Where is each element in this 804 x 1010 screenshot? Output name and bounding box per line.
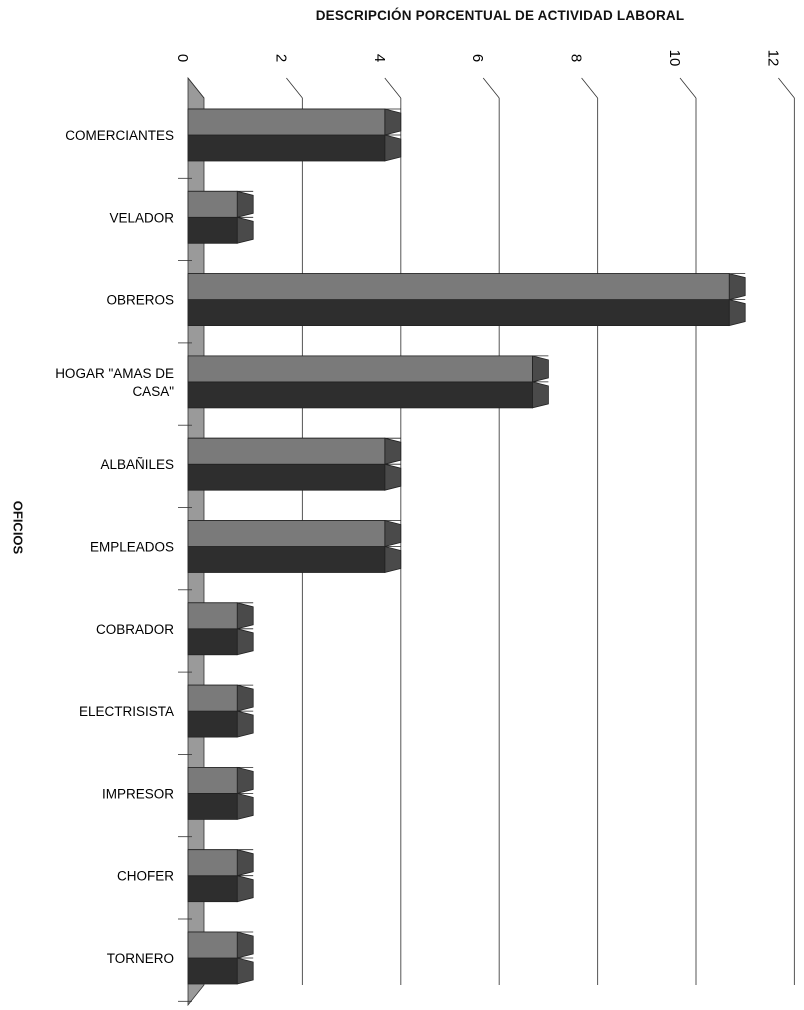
bar-series1 (187, 684, 238, 712)
x-tick-label: 8 (568, 54, 585, 62)
x-tick-mark (482, 77, 500, 99)
category-label: CASA" (132, 384, 174, 399)
bar-series2-side (236, 792, 254, 820)
bar-series1-side (728, 273, 746, 301)
bar-series1 (187, 602, 238, 630)
bar-series2-side (728, 299, 746, 327)
bar-series2 (187, 134, 386, 162)
bar-series1-side (236, 190, 254, 218)
x-tick-mark (679, 77, 697, 99)
category-label: CHOFER (117, 869, 174, 884)
bar-series1 (187, 931, 238, 959)
bar-series2 (187, 463, 386, 491)
bar-series2-side (236, 628, 254, 656)
chart-title: DESCRIPCIÓN PORCENTUAL DE ACTIVIDAD LABO… (315, 8, 685, 23)
x-tick-mark (778, 77, 795, 99)
category-label: EMPLEADOS (90, 540, 174, 555)
bar-series1 (187, 108, 386, 136)
x-tick-label: 10 (666, 50, 683, 67)
x-tick-label: 0 (174, 54, 191, 62)
bar-series2-side (384, 134, 402, 162)
bar-series2 (187, 216, 238, 244)
x-tick-mark (581, 77, 598, 99)
x-tick-mark (187, 77, 205, 99)
bar-series2-side (384, 463, 402, 491)
bar-series1-side (236, 766, 254, 794)
x-tick-mark (384, 77, 402, 99)
category-label: HOGAR "AMAS DE (55, 366, 174, 381)
bar-series1-side (236, 931, 254, 959)
category-label: OBREROS (106, 293, 174, 308)
category-label: COMERCIANTES (65, 128, 174, 143)
bar-series2 (187, 957, 238, 985)
bar-series1-side (236, 602, 254, 630)
bar-series1-side (236, 849, 254, 877)
bar-series2 (187, 875, 238, 903)
category-label: VELADOR (109, 210, 174, 225)
x-tick-label: 6 (469, 54, 486, 62)
category-label: ALBAÑILES (100, 457, 174, 472)
category-label: IMPRESOR (102, 786, 174, 801)
bar-series2 (187, 299, 730, 327)
category-label: COBRADOR (96, 622, 174, 637)
bar-series2-side (236, 710, 254, 738)
bar-series1-side (384, 108, 402, 136)
bar-series1-side (236, 684, 254, 712)
bar-series2 (187, 710, 238, 738)
bar-series2-side (236, 875, 254, 903)
bar-series1 (187, 437, 386, 465)
category-label: TORNERO (107, 951, 174, 966)
bar-series1 (187, 190, 238, 218)
x-tick-label: 12 (764, 50, 781, 67)
bar-series2-side (236, 216, 254, 244)
bar-series2 (187, 793, 238, 820)
bar-series2 (187, 381, 533, 409)
bar-series2-side (532, 381, 549, 409)
bar-series1-side (532, 355, 549, 383)
category-label: ELECTRISISTA (79, 704, 174, 719)
bar-series2 (187, 546, 386, 573)
bar-series2 (187, 628, 238, 656)
x-tick-mark (286, 77, 303, 99)
bar-series1 (187, 767, 238, 794)
bar-series1 (187, 355, 533, 383)
bar-series1 (187, 849, 238, 877)
bar-series1-side (384, 519, 402, 548)
bar-series1 (187, 273, 730, 301)
bar-series2-side (384, 545, 402, 574)
x-tick-label: 4 (371, 54, 388, 62)
bar-series1-side (384, 437, 402, 465)
bar-series2-side (236, 957, 254, 985)
bar-series1 (187, 520, 386, 547)
x-tick-label: 2 (272, 54, 289, 62)
